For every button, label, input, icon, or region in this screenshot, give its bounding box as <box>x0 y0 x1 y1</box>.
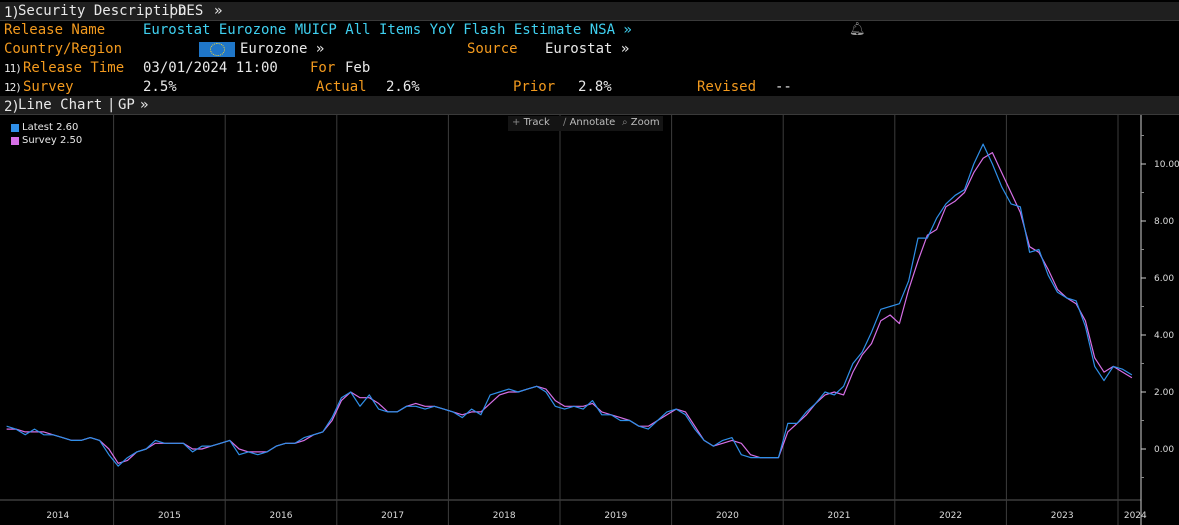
y-tick-label: 8.00 <box>1154 217 1174 227</box>
menu-number: 1) <box>4 5 20 21</box>
security-description-bar[interactable]: 1) Security Description | DES » <box>0 2 1179 21</box>
chart-menu-number: 2) <box>4 99 20 115</box>
eu-flag-icon <box>199 42 235 57</box>
legend-latest-swatch <box>11 124 19 132</box>
function-code[interactable]: DES <box>178 3 204 19</box>
country-row: Country/Region Eurozone » Source Eurosta… <box>0 40 1179 59</box>
zoom-tool[interactable]: ⌕ Zoom <box>622 117 660 128</box>
survey-series-line[interactable] <box>6 151 1133 464</box>
x-tick-label: 2023 <box>1051 511 1074 521</box>
x-tick-label: 2017 <box>381 511 404 521</box>
x-tick-label: 2016 <box>270 511 293 521</box>
actual-value: 2.6% <box>386 79 420 95</box>
line-chart-bar[interactable]: 2) Line Chart | GP » <box>0 96 1179 115</box>
legend-latest-label: Latest 2.60 <box>22 122 79 133</box>
legend-survey-swatch <box>11 137 19 145</box>
chart-more-arrow[interactable]: » <box>140 97 149 113</box>
y-tick-label: 2.00 <box>1154 388 1174 398</box>
magnifier-icon: ⌕ <box>622 117 628 128</box>
track-label: Track <box>523 117 550 128</box>
x-tick-label: 2014 <box>46 511 69 521</box>
x-tick-label: 2020 <box>716 511 739 521</box>
source-link[interactable]: Eurostat » <box>545 41 630 57</box>
chart-function-code[interactable]: GP <box>118 97 135 113</box>
crosshair-icon: + <box>512 117 521 128</box>
track-tool[interactable]: + Track <box>512 117 550 128</box>
page-title: Security Description <box>18 3 187 19</box>
line-chart[interactable]: 2014 2015 2016 2017 2018 2019 2020 2021 2022 2023… <box>0 115 1179 525</box>
survey-value: 2.5% <box>143 79 177 95</box>
annotate-label: Annotate <box>569 117 616 128</box>
pencil-icon: ∕ <box>563 117 567 128</box>
chart-title: Line Chart <box>18 97 103 113</box>
revised-value: -- <box>775 79 792 95</box>
country-link[interactable]: Eurozone » <box>240 41 325 57</box>
y-tick-label: 4.00 <box>1154 331 1174 341</box>
annotate-tool[interactable]: ∕ Annotate <box>563 117 615 128</box>
zoom-label: Zoom <box>630 117 660 128</box>
release-time-value: 03/01/2024 11:00 <box>143 60 278 76</box>
release-name-label: Release Name <box>4 22 106 38</box>
survey-label[interactable]: Survey <box>23 79 74 95</box>
prior-value: 2.8% <box>578 79 612 95</box>
x-tick-label: 2024 <box>1124 511 1147 521</box>
title-more-arrow[interactable]: » <box>214 3 223 19</box>
y-tick-label: 6.00 <box>1154 274 1174 284</box>
legend-survey[interactable]: Survey 2.50 <box>8 135 82 148</box>
legend-survey-label: Survey 2.50 <box>22 135 83 146</box>
y-tick-label: 10.00 <box>1154 160 1179 170</box>
source-label: Source <box>467 41 518 57</box>
release-time-label[interactable]: Release Time <box>23 60 125 76</box>
release-name-row: Release Name Eurostat Eurozone MUICP All… <box>0 21 1179 40</box>
y-tick-label: 0.00 <box>1154 445 1174 455</box>
prior-label: Prior <box>513 79 556 95</box>
latest-series-line[interactable] <box>6 143 1133 467</box>
country-label: Country/Region <box>4 41 123 57</box>
x-tick-label: 2015 <box>158 511 181 521</box>
chart-legend: Latest 2.60 Survey 2.50 <box>8 122 82 148</box>
x-tick-label: 2021 <box>828 511 851 521</box>
for-label: For <box>310 60 336 76</box>
x-tick-label: 2022 <box>939 511 962 521</box>
actual-label: Actual <box>316 79 367 95</box>
bell-icon[interactable]: 🔔︎ <box>849 22 866 37</box>
x-tick-label: 2018 <box>493 511 516 521</box>
title-separator: | <box>167 3 176 19</box>
chart-toolbar: + Track ∕ Annotate ⌕ Zoom <box>508 116 663 131</box>
for-value: Feb <box>345 60 371 76</box>
survey-number: 12) <box>4 81 22 94</box>
chart-title-separator: | <box>107 97 116 113</box>
release-time-number: 11) <box>4 62 22 75</box>
survey-row: 12) Survey 2.5% Actual 2.6% Prior 2.8% R… <box>0 78 1179 97</box>
legend-latest[interactable]: Latest 2.60 <box>8 122 82 135</box>
revised-label: Revised <box>697 79 757 95</box>
release-name-link[interactable]: Eurostat Eurozone MUICP All Items YoY Fl… <box>143 22 632 38</box>
x-tick-label: 2019 <box>604 511 627 521</box>
release-time-row: 11) Release Time 03/01/2024 11:00 For Fe… <box>0 59 1179 78</box>
